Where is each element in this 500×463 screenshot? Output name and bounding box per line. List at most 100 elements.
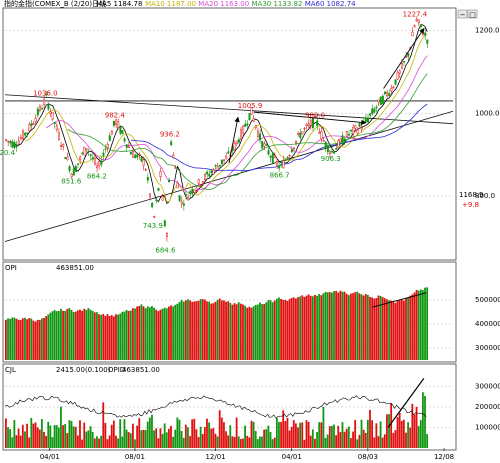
opi-bar bbox=[161, 308, 164, 360]
cjl-bar bbox=[239, 438, 242, 448]
opi-bar bbox=[30, 318, 33, 360]
high-label: 936.2 bbox=[160, 131, 180, 139]
candle-body bbox=[117, 121, 120, 128]
cjl-bar bbox=[265, 429, 268, 448]
candle-body bbox=[225, 155, 228, 160]
minimize-button[interactable]: − bbox=[457, 9, 468, 19]
opi-bar bbox=[261, 304, 263, 360]
cjl-bar bbox=[246, 435, 249, 448]
cjl-bar bbox=[407, 422, 409, 448]
opi-bar bbox=[53, 310, 56, 360]
opi-bar bbox=[239, 303, 242, 360]
cjl-bar bbox=[121, 436, 124, 448]
x-tick-label: 12/08 bbox=[434, 453, 454, 461]
cjl-bar bbox=[66, 433, 69, 448]
opi-bar bbox=[284, 299, 287, 360]
cjl-bar bbox=[134, 439, 136, 448]
opi-bar bbox=[60, 308, 62, 360]
candle-body bbox=[115, 119, 118, 125]
cjl-bar bbox=[26, 423, 28, 448]
cjl-bar bbox=[53, 425, 56, 448]
cjl-bar bbox=[140, 430, 143, 448]
opi-bar bbox=[57, 310, 60, 360]
opi-bar bbox=[134, 308, 136, 360]
opi-bar bbox=[155, 309, 158, 360]
cjl-y-tick: 200000.0 bbox=[475, 403, 500, 411]
opi-bar bbox=[38, 319, 41, 360]
opi-bar bbox=[184, 300, 187, 360]
opi-bar bbox=[407, 297, 409, 360]
opi-y-tick: 300000.0 bbox=[475, 344, 500, 352]
opi-bar bbox=[203, 299, 206, 360]
opi-bar bbox=[311, 296, 314, 360]
candle-body bbox=[307, 123, 310, 126]
cjl-bar bbox=[309, 435, 312, 448]
candle-body bbox=[352, 126, 355, 134]
candle-body bbox=[106, 144, 109, 148]
opi-bar bbox=[231, 304, 234, 360]
candle-body bbox=[214, 164, 217, 167]
candle-body bbox=[193, 189, 196, 193]
candle-body bbox=[163, 220, 166, 227]
candle-body bbox=[354, 125, 357, 129]
candle-body bbox=[136, 154, 139, 158]
cjl-bar bbox=[30, 417, 33, 448]
opi-bar bbox=[244, 305, 246, 360]
trend-arrow bbox=[228, 116, 240, 164]
candle-body bbox=[326, 145, 329, 153]
ma30-line bbox=[67, 73, 428, 190]
maximize-button[interactable]: □ bbox=[467, 9, 478, 19]
opi-bar bbox=[13, 317, 16, 360]
cjl-bar bbox=[17, 428, 20, 448]
cjl-bar bbox=[24, 431, 26, 448]
candle-body bbox=[316, 120, 319, 126]
cjl-bar bbox=[136, 425, 139, 448]
opi-bar bbox=[197, 300, 200, 360]
cjl-bar bbox=[371, 420, 374, 448]
opi-bar bbox=[318, 293, 321, 360]
cjl-bar bbox=[225, 431, 227, 448]
cjl-bar bbox=[422, 392, 424, 448]
candle-body bbox=[19, 137, 22, 140]
cjl-bar bbox=[172, 436, 175, 448]
opi-bar bbox=[110, 315, 113, 360]
cjl-bar bbox=[350, 438, 352, 448]
cjl-bar bbox=[32, 423, 35, 448]
cjl-bar bbox=[214, 433, 217, 448]
cjl-bar bbox=[426, 434, 429, 448]
opi-bar bbox=[275, 298, 278, 360]
candle-body bbox=[151, 203, 154, 208]
cjl-bar bbox=[275, 417, 278, 448]
candle-body bbox=[333, 151, 336, 154]
cjl-bar bbox=[405, 432, 407, 448]
cjl-bar bbox=[187, 427, 189, 448]
candle-body bbox=[155, 199, 158, 201]
opi-bars bbox=[5, 287, 429, 360]
candle-body bbox=[132, 151, 135, 158]
opi-bar bbox=[324, 292, 327, 360]
opi-bar bbox=[201, 299, 204, 360]
candle-body bbox=[271, 153, 274, 164]
cjl-bar bbox=[62, 425, 64, 448]
opi-bar bbox=[362, 295, 365, 360]
candle-body bbox=[195, 187, 198, 191]
opi-bar bbox=[259, 302, 261, 360]
opi-bar bbox=[174, 304, 177, 360]
opi-bar bbox=[206, 301, 208, 360]
candle-body bbox=[375, 106, 378, 109]
candle-body bbox=[81, 152, 84, 154]
cjl-bar bbox=[324, 437, 327, 448]
candle-body bbox=[356, 129, 359, 134]
cjl-bar bbox=[216, 436, 219, 448]
price-annotations: 1036.0 982.4 936.2 1005.9 983.0 1227.4 20.4 851… bbox=[0, 10, 428, 254]
opi-bar bbox=[170, 305, 172, 360]
candle-body bbox=[9, 141, 12, 144]
candle-body bbox=[403, 61, 406, 63]
opi-bar bbox=[17, 319, 20, 360]
cjl-bar bbox=[5, 418, 7, 448]
candle-body bbox=[129, 152, 132, 155]
candle-body bbox=[345, 131, 348, 137]
cjl-bar bbox=[377, 436, 380, 448]
opi-bar bbox=[386, 299, 388, 360]
opi-bar bbox=[24, 317, 26, 360]
